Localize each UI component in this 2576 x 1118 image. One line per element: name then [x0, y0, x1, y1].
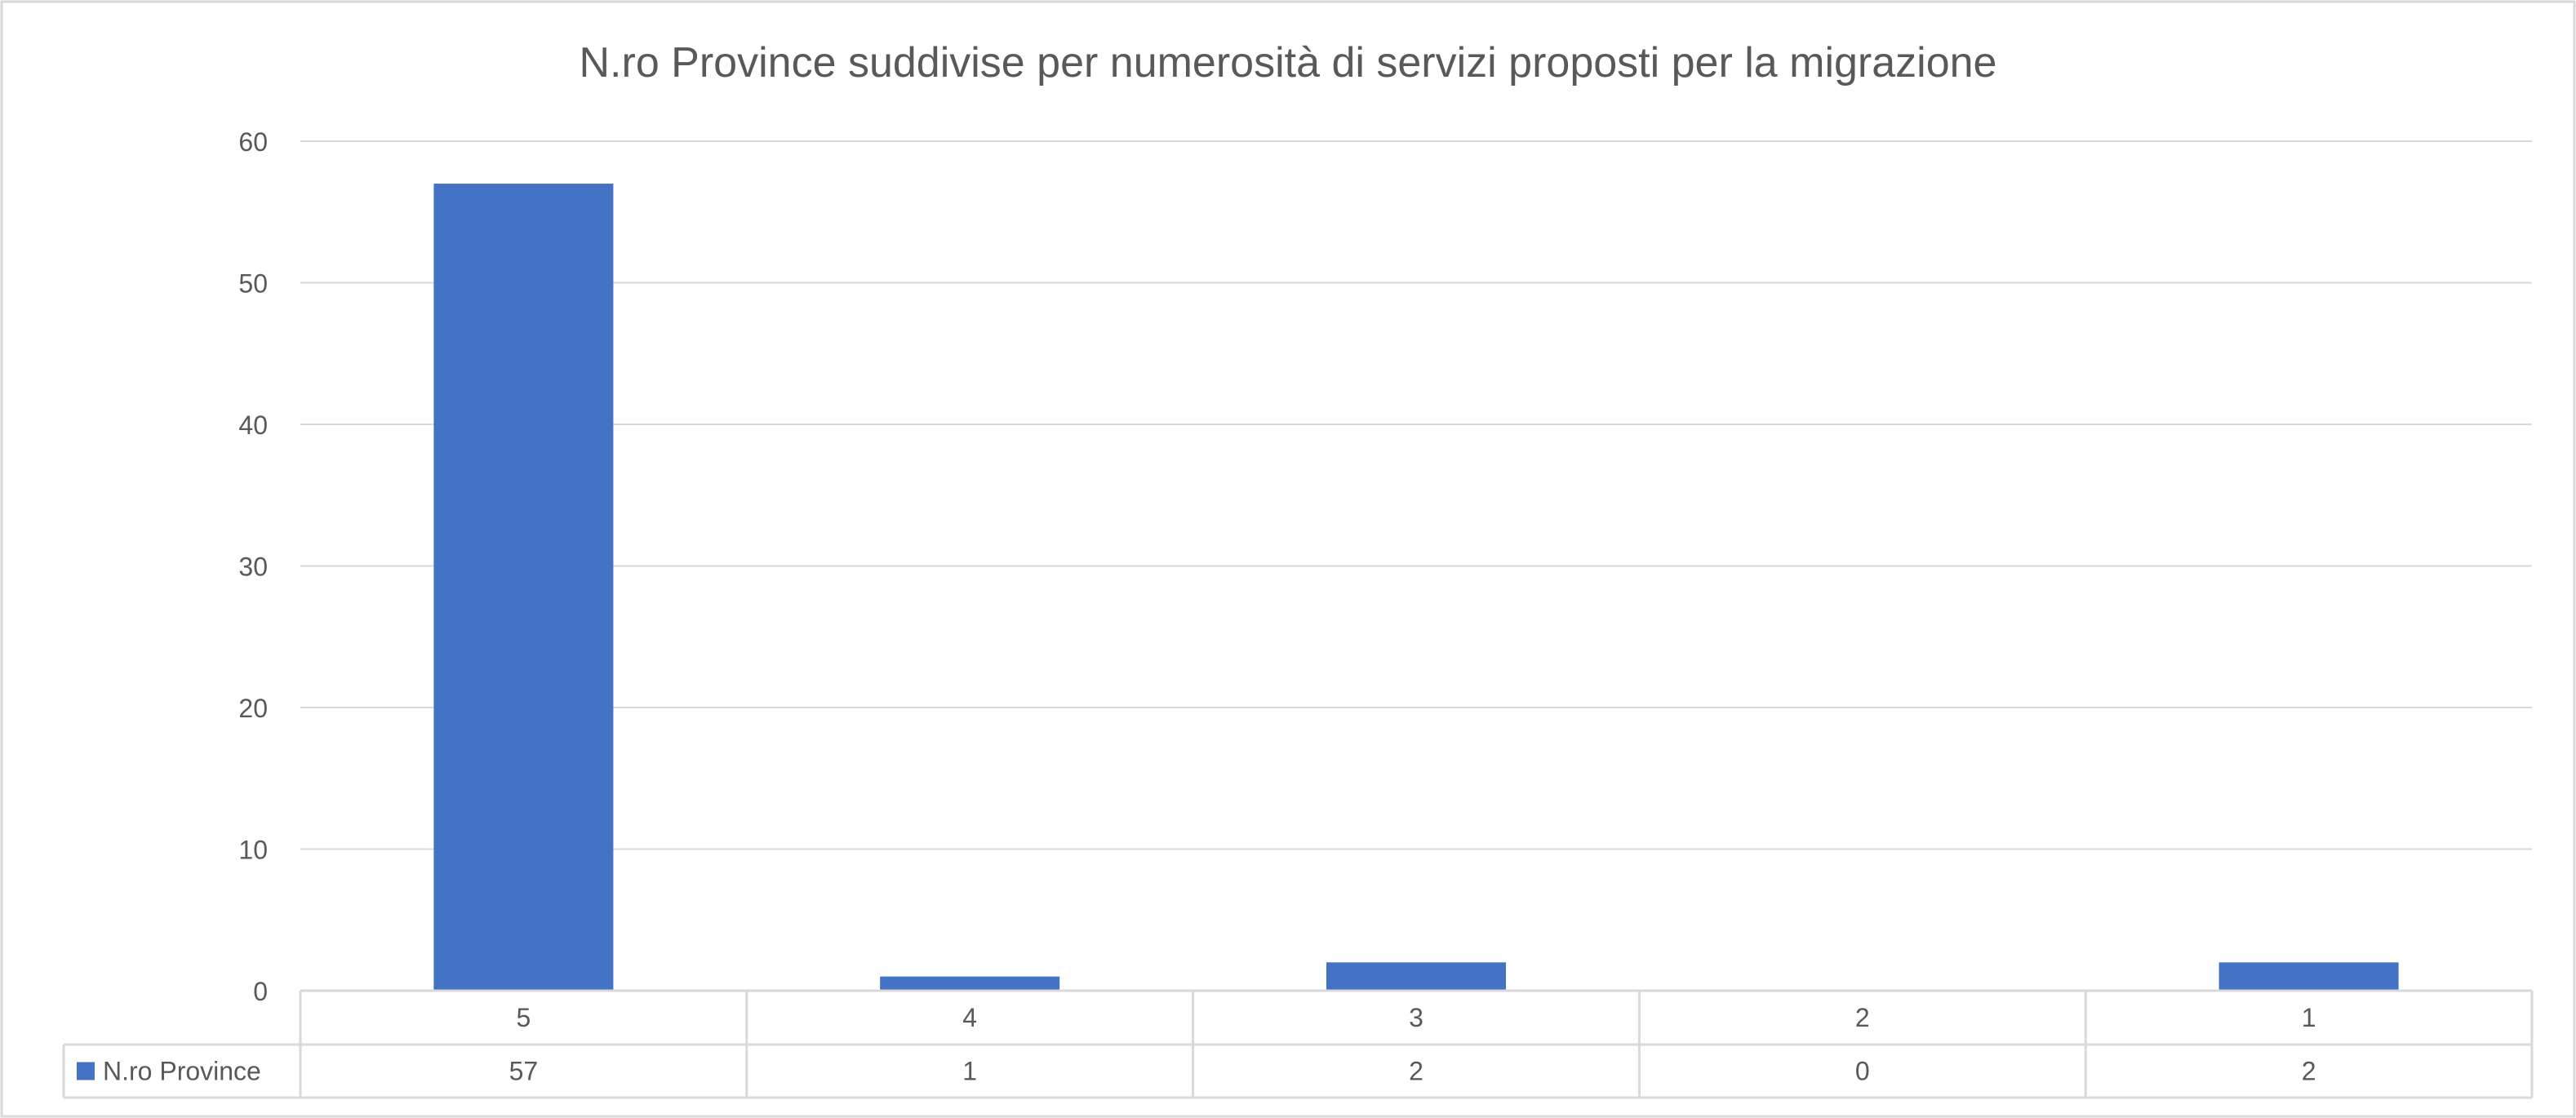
x-category-label: 2 — [1855, 1003, 1870, 1032]
y-tick-label: 30 — [238, 552, 268, 582]
y-tick-label: 40 — [238, 410, 268, 440]
data-table-value: 2 — [1409, 1057, 1423, 1086]
data-table-value: 2 — [2302, 1057, 2316, 1086]
x-category-label: 3 — [1409, 1003, 1423, 1032]
y-tick-label: 20 — [238, 694, 268, 723]
bar — [2218, 962, 2399, 991]
bar — [880, 976, 1060, 991]
bar — [433, 184, 614, 992]
legend-label: N.ro Province — [103, 1057, 261, 1086]
data-table-value: 57 — [509, 1057, 539, 1086]
chart-title: N.ro Province suddivise per numerosità d… — [580, 39, 1997, 87]
x-category-label: 4 — [962, 1003, 977, 1032]
y-tick-label: 50 — [238, 269, 268, 299]
x-category-label: 5 — [517, 1003, 531, 1032]
y-tick-label: 10 — [238, 836, 268, 865]
y-tick-label: 60 — [238, 127, 268, 157]
y-tick-label: 0 — [253, 977, 268, 1006]
data-table-value: 0 — [1855, 1057, 1870, 1086]
data-table-value: 1 — [962, 1057, 977, 1086]
legend-key — [77, 1062, 95, 1080]
bar — [1326, 962, 1506, 991]
x-category-label: 1 — [2302, 1003, 2316, 1032]
